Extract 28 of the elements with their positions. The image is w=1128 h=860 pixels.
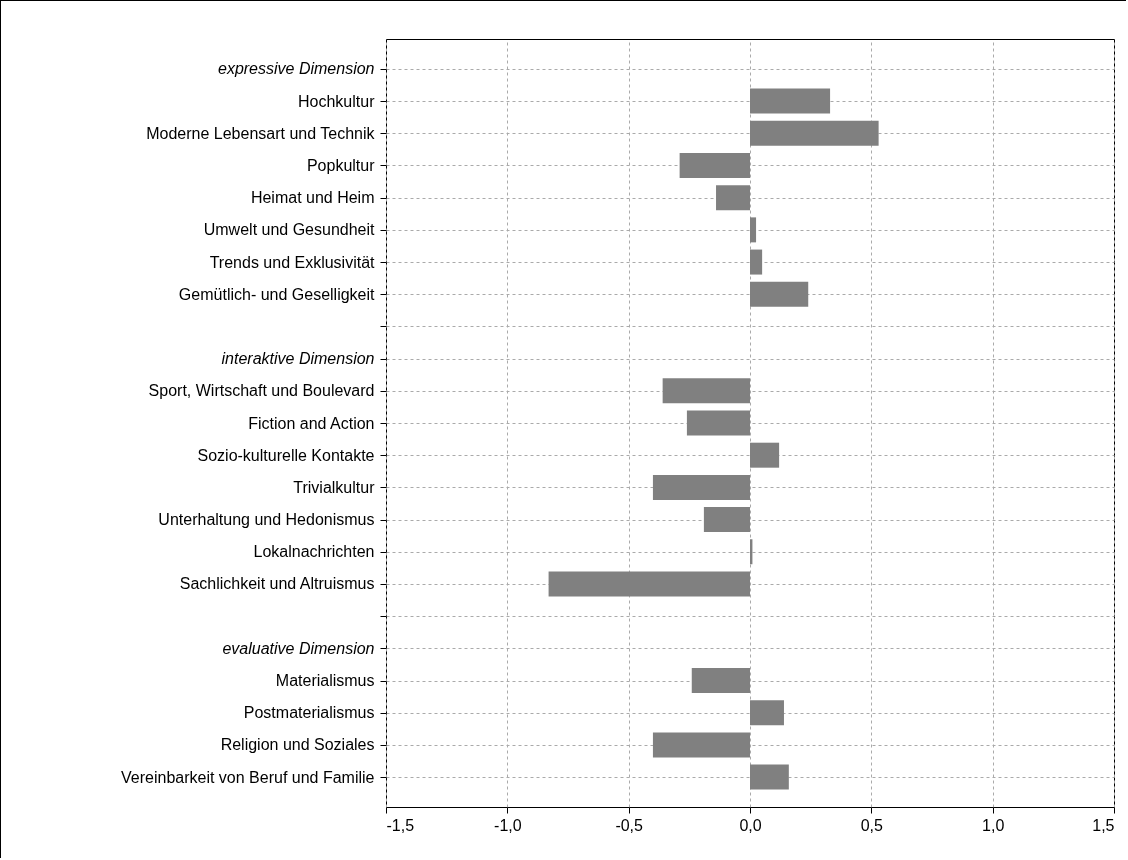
y-tick-label: Fiction and Action bbox=[248, 414, 375, 432]
y-tick-label: Lokalnachrichten bbox=[253, 543, 375, 561]
y-tick-label: Materialismus bbox=[275, 672, 375, 689]
y-tick-label: Heimat und Heim bbox=[250, 189, 375, 207]
x-tick-label: 0,5 bbox=[860, 816, 884, 834]
y-tick-label: Unterhaltung und Hedonismus bbox=[158, 511, 375, 529]
y-tick-label: evaluative Dimension bbox=[222, 639, 375, 657]
y-tick-label: interaktive Dimension bbox=[221, 350, 375, 368]
y-tick-label: Moderne Lebensart und Technik bbox=[146, 124, 376, 142]
x-tick-label: 0,0 bbox=[739, 816, 762, 834]
y-tick-label: Popkultur bbox=[306, 157, 376, 174]
x-tick-label: -1,0 bbox=[494, 816, 522, 834]
x-tick-label: -0,5 bbox=[615, 816, 644, 834]
y-tick-label: Sachlichkeit und Altruismus bbox=[179, 575, 375, 593]
y-tick-label: Hochkultur bbox=[298, 92, 376, 110]
y-tick-label: Sport, Wirtschaft und Boulevard bbox=[148, 382, 375, 400]
y-tick-label: expressive Dimension bbox=[217, 60, 375, 78]
y-tick-label: Sozio-kulturelle Kontakte bbox=[197, 446, 375, 464]
y-tick-label: Trends und Exklusivität bbox=[209, 253, 376, 271]
y-tick-label: Umwelt und Gesundheit bbox=[203, 221, 376, 239]
y-tick-label: Vereinbarkeit von Beruf und Familie bbox=[121, 768, 375, 786]
y-tick-label: Gemütlich- und Geselligkeit bbox=[178, 285, 376, 303]
x-tick-label: 1,0 bbox=[982, 816, 1005, 834]
y-tick-label: Religion und Soziales bbox=[220, 736, 375, 754]
y-tick-label: Trivialkultur bbox=[293, 478, 376, 496]
y-tick-label: Postmaterialismus bbox=[243, 704, 375, 722]
x-tick-label: -1,5 bbox=[386, 816, 415, 834]
x-tick-label: 1,5 bbox=[1092, 816, 1115, 834]
